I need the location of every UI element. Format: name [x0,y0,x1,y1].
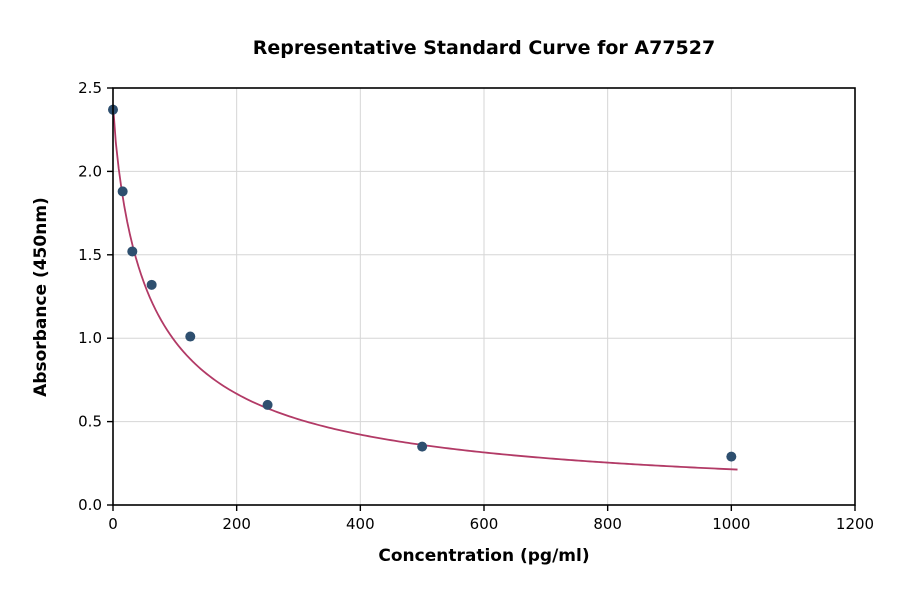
data-point [127,246,138,257]
y-tick-label: 2.0 [78,162,102,180]
grid-layer [112,87,856,506]
tick-layer: 0 200 400 600 800 1000 1200 0.0 0.5 1.0 1.5 2.0 2.5 [78,79,874,533]
y-axis-label: Absorbance (450nm) [31,197,51,397]
y-tick-label: 0.5 [78,413,102,431]
series-layer [108,104,738,471]
x-tick-label: 0 [108,515,118,533]
y-tick-label: 1.5 [78,246,102,264]
fit-curve [112,104,738,471]
x-tick-label: 400 [346,515,375,533]
data-point [262,399,273,410]
y-tick-label: 0.0 [78,496,102,514]
x-axis-label: Concentration (pg/ml) [378,546,589,566]
data-point [185,331,196,342]
chart-title: Representative Standard Curve for A77527 [253,37,715,59]
x-tick-label: 800 [593,515,622,533]
data-point [417,441,428,452]
x-tick-label: 1000 [712,515,750,533]
y-tick-label: 2.5 [78,79,102,97]
x-tick-label: 200 [222,515,251,533]
data-point [117,186,128,197]
data-point [146,279,157,290]
data-point [726,451,737,462]
x-tick-label: 600 [470,515,499,533]
x-tick-label: 1200 [836,515,874,533]
y-tick-label: 1.0 [78,329,102,347]
